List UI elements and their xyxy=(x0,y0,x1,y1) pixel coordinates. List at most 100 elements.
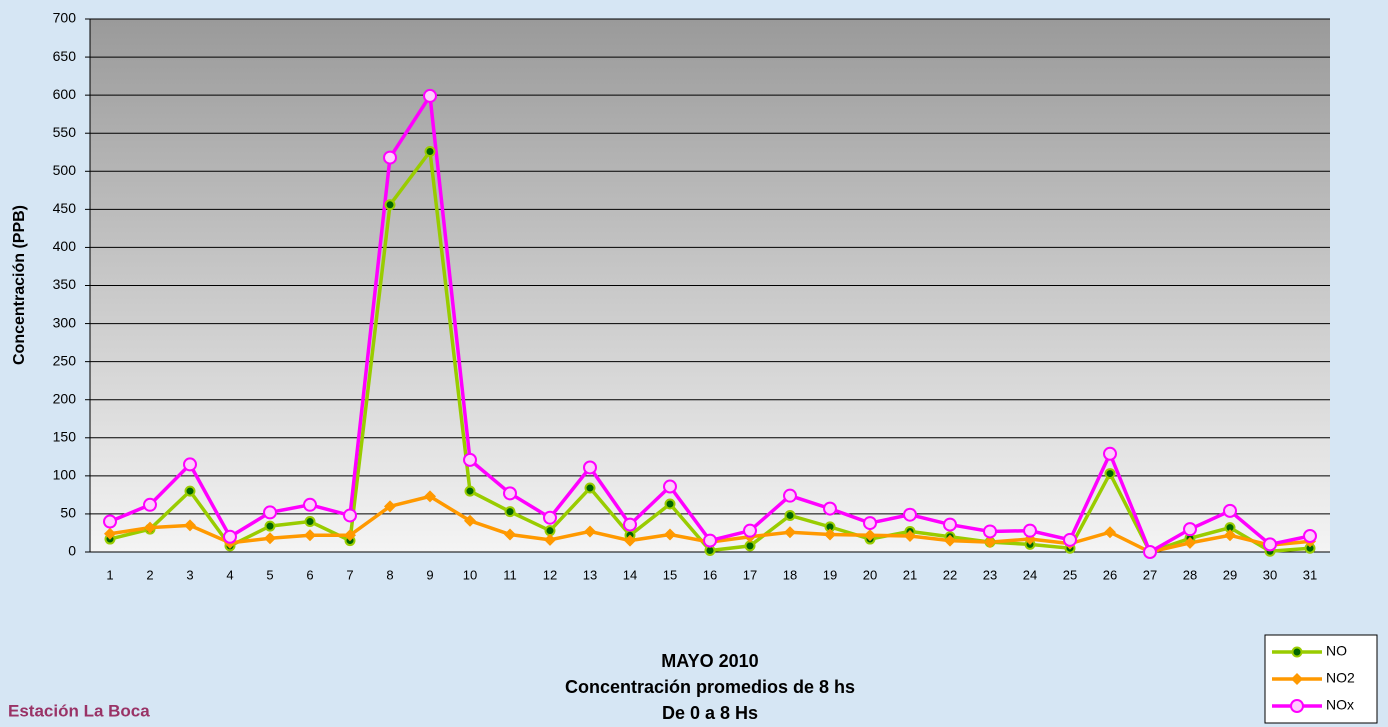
point xyxy=(264,520,276,532)
x-tick-label: 27 xyxy=(1143,567,1157,582)
chart-title: Concentración promedios de 8 hs xyxy=(565,677,855,697)
x-tick-label: 3 xyxy=(186,567,193,582)
point xyxy=(624,534,636,547)
point xyxy=(424,145,436,157)
y-tick-label: 200 xyxy=(53,390,77,406)
point xyxy=(664,498,676,510)
x-tick-label: 29 xyxy=(1223,567,1237,582)
x-tick-label: 10 xyxy=(463,567,477,582)
y-tick-label: 600 xyxy=(53,86,77,102)
point xyxy=(183,457,197,472)
point xyxy=(503,486,517,501)
point xyxy=(343,508,357,523)
point xyxy=(743,523,757,538)
legend-marker xyxy=(1290,699,1304,713)
point xyxy=(1303,529,1317,544)
point xyxy=(344,529,356,542)
point xyxy=(544,533,556,546)
point xyxy=(1223,503,1237,518)
x-tick-label: 28 xyxy=(1183,567,1197,582)
point xyxy=(143,497,157,512)
y-tick-label: 50 xyxy=(60,505,76,521)
point xyxy=(263,505,277,520)
point xyxy=(664,528,676,541)
y-tick-label: 150 xyxy=(53,428,77,444)
y-tick-label: 550 xyxy=(53,124,77,140)
point xyxy=(184,519,196,532)
chart-title: MAYO 2010 xyxy=(661,651,758,671)
x-tick-label: 26 xyxy=(1103,567,1117,582)
point xyxy=(1143,545,1157,559)
chart-title: De 0 a 8 Hs xyxy=(662,703,758,723)
legend-marker xyxy=(1291,673,1303,685)
x-tick-label: 11 xyxy=(503,567,517,582)
y-tick-label: 450 xyxy=(53,200,77,216)
x-tick-label: 2 xyxy=(146,567,153,582)
x-tick-label: 24 xyxy=(1023,567,1037,582)
point xyxy=(1104,468,1116,480)
x-tick-label: 17 xyxy=(743,567,757,582)
x-tick-label: 25 xyxy=(1063,567,1077,582)
point xyxy=(103,514,117,529)
legend-label: NOx xyxy=(1326,697,1354,713)
point xyxy=(104,527,116,540)
x-tick-label: 8 xyxy=(386,567,393,582)
point xyxy=(703,533,717,548)
point xyxy=(184,485,196,497)
x-tick-label: 9 xyxy=(426,567,433,582)
x-tick-label: 19 xyxy=(823,567,837,582)
point xyxy=(823,501,837,516)
point xyxy=(943,517,957,532)
y-tick-label: 300 xyxy=(53,314,77,330)
y-tick-label: 400 xyxy=(53,238,77,254)
point xyxy=(584,525,596,538)
point xyxy=(464,514,476,527)
point xyxy=(384,199,396,211)
point xyxy=(903,507,917,522)
point xyxy=(144,521,156,534)
point xyxy=(1063,532,1077,547)
point xyxy=(1224,529,1236,542)
point xyxy=(1023,523,1037,538)
point xyxy=(303,497,317,512)
legend-label: NO2 xyxy=(1326,670,1355,686)
point xyxy=(583,460,597,475)
point xyxy=(423,88,437,103)
point xyxy=(904,530,916,543)
point xyxy=(383,150,397,165)
point xyxy=(223,529,237,544)
point xyxy=(424,490,436,503)
legend-marker xyxy=(1291,646,1303,658)
point xyxy=(663,479,677,494)
point xyxy=(543,510,557,525)
y-tick-label: 0 xyxy=(68,543,76,559)
point xyxy=(944,534,956,547)
point xyxy=(1184,536,1196,549)
point xyxy=(504,506,516,518)
x-tick-label: 23 xyxy=(983,567,997,582)
y-tick-label: 100 xyxy=(53,467,77,483)
x-tick-label: 20 xyxy=(863,567,877,582)
point xyxy=(464,485,476,497)
x-tick-label: 31 xyxy=(1303,567,1317,582)
y-tick-label: 650 xyxy=(53,48,77,64)
legend-label: NO xyxy=(1326,643,1347,659)
point xyxy=(784,526,796,539)
point xyxy=(984,536,996,549)
x-tick-label: 21 xyxy=(903,567,917,582)
x-tick-label: 14 xyxy=(623,567,637,582)
point xyxy=(863,516,877,531)
point xyxy=(504,528,516,541)
x-tick-label: 22 xyxy=(943,567,957,582)
y-axis-label: Concentración (PPB) xyxy=(11,205,28,365)
point xyxy=(384,500,396,513)
point xyxy=(783,488,797,503)
x-tick-label: 7 xyxy=(346,567,353,582)
point xyxy=(983,524,997,539)
point xyxy=(824,528,836,541)
y-tick-label: 350 xyxy=(53,276,77,292)
point xyxy=(584,482,596,494)
point xyxy=(1104,526,1116,539)
x-tick-label: 15 xyxy=(663,567,677,582)
